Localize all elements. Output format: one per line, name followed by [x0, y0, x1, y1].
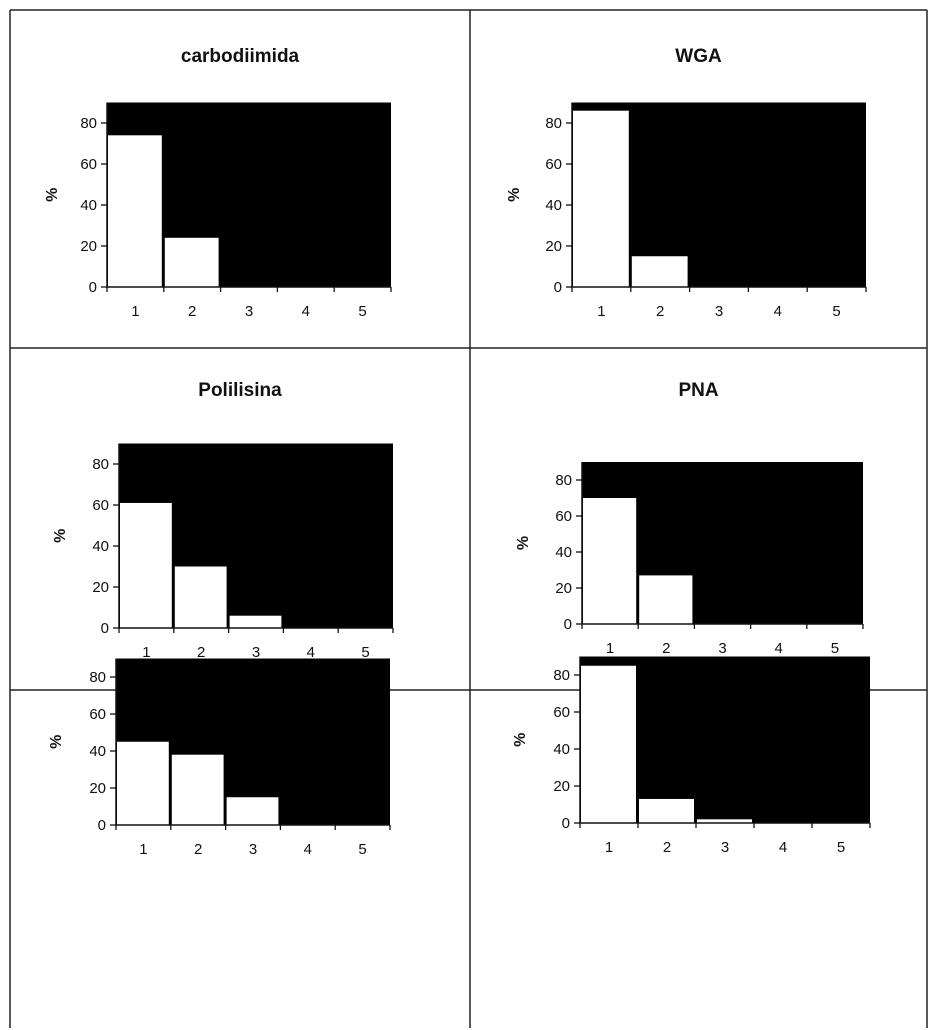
y-tick-label: 0	[89, 279, 97, 296]
x-tick-label: 1	[597, 303, 605, 320]
x-tick-label: 2	[194, 841, 202, 858]
x-tick-label: 3	[252, 644, 260, 661]
x-tick-label: 4	[307, 644, 315, 661]
x-tick-label: 4	[775, 640, 783, 657]
bar-chart: 0 20 40 60 80 1 2 3 4 5%	[515, 462, 864, 657]
y-tick-label: 40	[553, 741, 570, 758]
y-axis-label: %	[52, 529, 69, 543]
x-tick-label: 5	[831, 640, 839, 657]
x-tick-label: 4	[302, 303, 310, 320]
bar	[581, 665, 636, 823]
y-tick-label: 0	[562, 815, 570, 832]
y-tick-label: 0	[564, 616, 572, 633]
x-tick-label: 3	[721, 839, 729, 856]
bar	[631, 256, 688, 287]
y-tick-label: 80	[555, 472, 572, 489]
bar	[171, 754, 224, 825]
x-tick-label: 5	[358, 303, 366, 320]
x-tick-label: 5	[361, 644, 369, 661]
x-tick-label: 3	[245, 303, 253, 320]
bar	[164, 237, 219, 287]
x-tick-label: 1	[131, 303, 139, 320]
y-tick-label: 80	[89, 669, 106, 686]
x-tick-label: 2	[197, 644, 205, 661]
bar	[697, 819, 752, 823]
x-tick-label: 3	[718, 640, 726, 657]
bar	[583, 498, 637, 624]
y-tick-label: 20	[553, 778, 570, 795]
y-tick-label: 20	[92, 579, 109, 596]
chart-panel: Polilisina 0 20 40 60 80 1 2 3 4 5%	[10, 348, 470, 690]
x-tick-label: 5	[358, 841, 366, 858]
y-tick-label: 0	[101, 620, 109, 637]
x-tick-label: 3	[249, 841, 257, 858]
bar-chart: 0 20 40 60 80 1 2 3 4 5%	[52, 443, 394, 661]
x-tick-label: 4	[779, 839, 787, 856]
bar	[573, 110, 629, 287]
y-tick-label: 40	[555, 544, 572, 561]
chart-title: PNA	[678, 380, 719, 401]
x-tick-label: 2	[662, 640, 670, 657]
y-axis-label: %	[44, 188, 61, 202]
bar	[226, 797, 279, 825]
x-tick-label: 1	[139, 841, 147, 858]
y-axis-label: %	[512, 733, 529, 747]
x-tick-label: 1	[605, 839, 613, 856]
y-axis-label: %	[506, 188, 523, 202]
y-tick-label: 0	[554, 279, 562, 296]
bar	[639, 575, 693, 624]
bar	[117, 741, 169, 825]
chart-panel: carbodiimida 0 20 40 60 80 1 2 3 4 5%	[10, 10, 470, 348]
chart-title: carbodiimida	[180, 46, 300, 67]
bar-chart: 0 20 40 60 80 1 2 3 4 5%	[512, 656, 871, 856]
bar-chart: 0 20 40 60 80 1 2 3 4 5%	[506, 102, 867, 320]
x-tick-label: 5	[837, 839, 845, 856]
x-tick-label: 1	[142, 644, 150, 661]
x-tick-label: 2	[663, 839, 671, 856]
y-tick-label: 60	[553, 704, 570, 721]
y-tick-label: 40	[89, 743, 106, 760]
x-tick-label: 4	[304, 841, 312, 858]
chart-panel: WGA 0 20 40 60 80 1 2 3 4 5%	[470, 10, 927, 348]
y-tick-label: 20	[80, 238, 97, 255]
chart-title: WGA	[675, 46, 722, 67]
y-tick-label: 80	[545, 115, 562, 132]
bar	[108, 135, 162, 287]
y-tick-label: 60	[89, 706, 106, 723]
x-tick-label: 3	[715, 303, 723, 320]
y-tick-label: 80	[80, 115, 97, 132]
y-tick-label: 0	[98, 817, 106, 834]
y-tick-label: 60	[80, 156, 97, 173]
x-tick-label: 4	[774, 303, 782, 320]
y-tick-label: 40	[545, 197, 562, 214]
y-tick-label: 80	[553, 667, 570, 684]
y-tick-label: 20	[555, 580, 572, 597]
bar	[639, 798, 694, 823]
y-tick-label: 20	[89, 780, 106, 797]
x-tick-label: 1	[606, 640, 614, 657]
y-tick-label: 40	[92, 538, 109, 555]
y-axis-label: %	[48, 735, 65, 749]
y-tick-label: 40	[80, 197, 97, 214]
y-tick-label: 60	[92, 497, 109, 514]
x-tick-label: 5	[832, 303, 840, 320]
x-tick-label: 2	[188, 303, 196, 320]
y-tick-label: 60	[555, 508, 572, 525]
bar	[120, 502, 172, 628]
y-tick-label: 60	[545, 156, 562, 173]
chart-panel: UeAf02040608012345%	[470, 656, 927, 1030]
y-tick-label: 80	[92, 456, 109, 473]
chart-panel: PNA 0 20 40 60 80 1 2 3 4 5%	[470, 348, 927, 690]
y-axis-label: %	[515, 536, 532, 550]
bar-chart: 0 20 40 60 80 1 2 3 4 5%	[44, 102, 392, 320]
y-tick-label: 20	[545, 238, 562, 255]
chart-title: Polilisina	[198, 380, 282, 401]
bar	[229, 615, 282, 628]
bar-chart: 0 20 40 60 80 1 2 3 4 5%	[48, 658, 391, 858]
bar	[174, 566, 227, 628]
x-tick-label: 2	[656, 303, 664, 320]
